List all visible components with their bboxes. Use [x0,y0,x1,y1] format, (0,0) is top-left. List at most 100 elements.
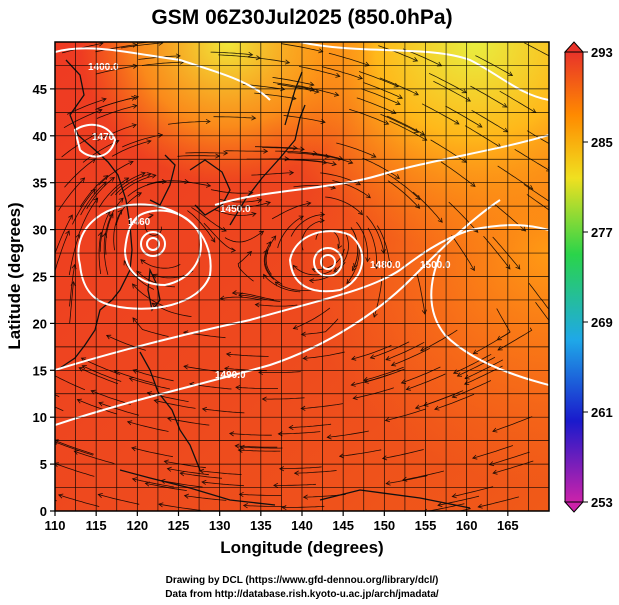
streamline [158,503,201,511]
streamline [78,197,99,236]
streamline-arrowhead [461,88,467,94]
streamline-arrowhead [93,197,99,203]
x-tick-label: 160 [456,518,478,533]
contour-labels: 1400.0 1470 1460 1450.0 1480.0 1490.0 15… [88,62,451,381]
streamline [457,356,496,377]
streamline [370,341,410,359]
streamline [434,393,475,410]
streamline [225,150,268,152]
streamline-arrowhead [101,97,107,103]
streamline [140,259,181,269]
streamline [391,347,431,366]
streamline [214,209,256,216]
streamline [105,197,124,236]
streamline [247,56,290,64]
streamline-arrowhead [497,345,503,351]
streamline [262,147,305,150]
streamline [272,77,314,86]
streamline-arrowhead [374,264,380,270]
streamline [95,97,136,110]
streamline [385,408,426,421]
streamline-arrowhead [348,159,354,165]
streamline [271,202,311,220]
y-tick-label: 0 [40,504,47,519]
streamline-arrowhead [58,493,64,499]
streamline-arrowhead [132,42,138,48]
streamline-arrowhead [230,247,237,253]
streamline [243,505,286,507]
streamline [301,403,343,409]
streamline-arrowhead [128,377,134,382]
streamline-arrowhead [412,57,419,62]
x-tick-label: 140 [291,518,313,533]
streamline-arrowhead [384,417,391,423]
streamline-arrowhead [470,182,476,187]
colorbar-scale [564,51,584,503]
streamline-arrowhead [22,378,27,382]
streamline [238,294,281,302]
streamline [293,185,336,189]
streamline [98,177,129,208]
colorbar-tick-label: 277 [591,225,613,240]
streamline-arrowhead [238,292,244,298]
streamline [472,445,514,459]
streamline-arrowhead [146,391,152,397]
streamline-arrowhead [109,177,115,182]
streamline-arrowhead [289,170,295,176]
streamline [68,234,80,276]
streamline-arrowhead [258,230,265,236]
streamline-arrowhead [338,453,345,459]
streamline-arrowhead [198,468,205,474]
streamline-arrowhead [385,356,391,361]
streamline-arrowhead [128,160,134,166]
map-title: GSM 06Z30Jul2025 (850.0hPa) [151,6,452,29]
streamline [312,248,345,271]
streamline-arrowhead [471,454,478,460]
streamline-arrowhead [302,355,308,361]
streamline [255,304,298,307]
streamline [382,449,424,459]
streamline [264,249,283,285]
streamline [66,98,107,115]
streamline [132,369,174,382]
streamline [224,230,264,243]
streamline [470,85,507,108]
x-tick-label: 145 [332,518,354,533]
streamline [351,345,392,360]
x-tick-label: 165 [497,518,519,533]
streamline-arrowhead [456,372,463,377]
streamline [58,494,100,507]
streamline [332,180,371,199]
streamline-arrowhead [335,72,341,78]
streamline [351,373,392,386]
streamline [55,214,73,254]
streamline-arrowhead [472,349,478,355]
x-tick-label: 110 [45,518,66,533]
x-tick-label: 155 [415,518,437,533]
streamline-arrowhead [261,396,267,402]
streamline [526,130,549,145]
streamline-arrowhead [103,175,109,180]
streamline-arrowhead [136,270,142,276]
streamline-arrowhead [470,265,475,272]
streamline-arrowhead [136,192,143,197]
streamline-arrowhead [300,405,306,411]
streamline [526,194,549,211]
streamline-arrowhead [75,233,81,239]
streamline [278,431,321,435]
contour-label: 1460 [128,217,151,228]
streamline-arrowhead [351,355,357,361]
streamline-arrowhead [166,466,172,472]
streamline-arrowhead [322,159,328,165]
streamline-arrowhead [153,398,159,404]
contour-label: 1400.0 [88,62,119,73]
streamline-arrowhead [81,365,87,370]
streamline-arrowhead [97,493,103,498]
streamline-arrowhead [334,91,340,97]
streamline-arrowhead [465,96,472,102]
streamline-arrowhead [17,487,22,491]
streamline [55,463,95,477]
streamline [183,365,226,373]
streamline-arrowhead [90,389,96,395]
streamline [321,66,363,79]
